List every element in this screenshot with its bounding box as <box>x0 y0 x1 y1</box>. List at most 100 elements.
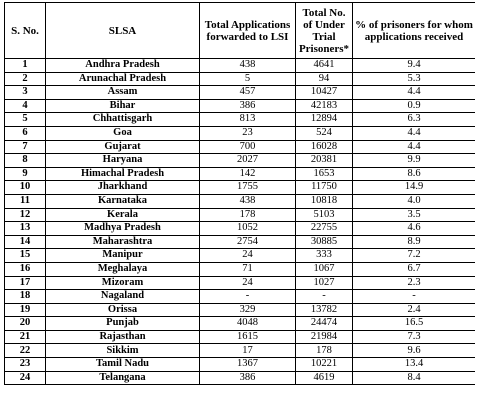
table-row: 13 Madhya Pradesh 1052 22755 4.6 <box>4 221 475 236</box>
cell-applications: 142 <box>199 166 296 182</box>
table-row: 24 Telangana 386 4619 8.4 <box>4 370 475 386</box>
cell-percent: 8.6 <box>352 166 475 182</box>
cell-state: Mizoram <box>45 275 200 291</box>
table-body: 1 Andhra Pradesh 438 4641 9.4 2 Arunachal Prad… <box>4 58 475 386</box>
cell-sno: 22 <box>4 343 46 359</box>
cell-sno: 14 <box>4 234 46 250</box>
cell-sno: 13 <box>4 221 46 236</box>
cell-prisoners: 12894 <box>295 112 353 127</box>
header-prisoners: Total No. of Under Trial Prisoners* <box>295 2 353 59</box>
table-row: 14 Maharashtra 2754 30885 8.9 <box>4 234 475 250</box>
cell-percent: 16.5 <box>352 316 475 331</box>
cell-prisoners: 178 <box>295 343 353 359</box>
cell-state: Assam <box>45 85 200 100</box>
cell-prisoners: 10427 <box>295 85 353 100</box>
cell-percent: 9.4 <box>352 58 475 73</box>
cell-prisoners: 94 <box>295 71 353 87</box>
cell-sno: 12 <box>4 207 46 223</box>
cell-prisoners: - <box>295 289 353 304</box>
cell-percent: 2.3 <box>352 275 475 291</box>
cell-prisoners: 4619 <box>295 370 353 386</box>
cell-applications: 438 <box>199 193 296 209</box>
cell-prisoners: 11750 <box>295 180 353 195</box>
cell-applications: 4048 <box>199 316 296 331</box>
cell-percent: 8.4 <box>352 370 475 386</box>
cell-sno: 21 <box>4 329 46 345</box>
cell-percent: 9.6 <box>352 343 475 359</box>
cell-percent: - <box>352 289 475 304</box>
table-row: 19 Orissa 329 13782 2.4 <box>4 302 475 318</box>
cell-state: Kerala <box>45 207 200 223</box>
cell-applications: 457 <box>199 85 296 100</box>
prisoner-applications-table: S. No. SLSA Total Applications forwarded… <box>4 2 475 386</box>
cell-state: Telangana <box>45 370 200 386</box>
cell-percent: 6.7 <box>352 261 475 277</box>
cell-prisoners: 16028 <box>295 139 353 155</box>
cell-percent: 7.3 <box>352 329 475 345</box>
cell-applications: 1755 <box>199 180 296 195</box>
cell-applications: 813 <box>199 112 296 127</box>
cell-prisoners: 1027 <box>295 275 353 291</box>
table-row: 23 Tamil Nadu 1367 10221 13.4 <box>4 357 475 372</box>
table-row: 11 Karnataka 438 10818 4.0 <box>4 193 475 209</box>
cell-percent: 2.4 <box>352 302 475 318</box>
cell-applications: - <box>199 289 296 304</box>
cell-percent: 14.9 <box>352 180 475 195</box>
cell-sno: 24 <box>4 370 46 386</box>
cell-sno: 19 <box>4 302 46 318</box>
cell-applications: 5 <box>199 71 296 87</box>
cell-applications: 24 <box>199 275 296 291</box>
table-row: 15 Manipur 24 333 7.2 <box>4 248 475 263</box>
cell-percent: 4.4 <box>352 139 475 155</box>
cell-applications: 71 <box>199 261 296 277</box>
table-row: 1 Andhra Pradesh 438 4641 9.4 <box>4 58 475 73</box>
cell-state: Bihar <box>45 98 200 114</box>
cell-sno: 20 <box>4 316 46 331</box>
cell-prisoners: 1653 <box>295 166 353 182</box>
cell-applications: 2754 <box>199 234 296 250</box>
cell-prisoners: 24474 <box>295 316 353 331</box>
cell-percent: 6.3 <box>352 112 475 127</box>
cell-state: Sikkim <box>45 343 200 359</box>
cell-prisoners: 10221 <box>295 357 353 372</box>
cell-percent: 5.3 <box>352 71 475 87</box>
cell-state: Nagaland <box>45 289 200 304</box>
cell-sno: 17 <box>4 275 46 291</box>
cell-percent: 4.4 <box>352 85 475 100</box>
cell-sno: 8 <box>4 153 46 168</box>
cell-state: Goa <box>45 125 200 141</box>
cell-state: Meghalaya <box>45 261 200 277</box>
table-row: 21 Rajasthan 1615 21984 7.3 <box>4 329 475 345</box>
cell-prisoners: 21984 <box>295 329 353 345</box>
table-row: 2 Arunachal Pradesh 5 94 5.3 <box>4 71 475 87</box>
cell-state: Himachal Pradesh <box>45 166 200 182</box>
cell-applications: 700 <box>199 139 296 155</box>
cell-state: Karnataka <box>45 193 200 209</box>
header-row: S. No. SLSA Total Applications forwarded… <box>4 2 475 59</box>
cell-prisoners: 22755 <box>295 221 353 236</box>
table-row: 22 Sikkim 17 178 9.6 <box>4 343 475 359</box>
cell-applications: 438 <box>199 58 296 73</box>
cell-state: Arunachal Pradesh <box>45 71 200 87</box>
cell-applications: 24 <box>199 248 296 263</box>
cell-applications: 329 <box>199 302 296 318</box>
cell-applications: 2027 <box>199 153 296 168</box>
cell-sno: 1 <box>4 58 46 73</box>
cell-sno: 16 <box>4 261 46 277</box>
cell-percent: 8.9 <box>352 234 475 250</box>
table-row: 9 Himachal Pradesh 142 1653 8.6 <box>4 166 475 182</box>
cell-applications: 386 <box>199 370 296 386</box>
table-row: 8 Haryana 2027 20381 9.9 <box>4 153 475 168</box>
cell-prisoners: 333 <box>295 248 353 263</box>
cell-prisoners: 1067 <box>295 261 353 277</box>
cell-percent: 3.5 <box>352 207 475 223</box>
cell-applications: 1615 <box>199 329 296 345</box>
table-row: 5 Chhattisgarh 813 12894 6.3 <box>4 112 475 127</box>
header-applications: Total Applications forwarded to LSI <box>199 2 296 59</box>
cell-state: Orissa <box>45 302 200 318</box>
cell-prisoners: 42183 <box>295 98 353 114</box>
cell-percent: 9.9 <box>352 153 475 168</box>
cell-applications: 17 <box>199 343 296 359</box>
cell-state: Rajasthan <box>45 329 200 345</box>
header-sno: S. No. <box>4 2 46 59</box>
